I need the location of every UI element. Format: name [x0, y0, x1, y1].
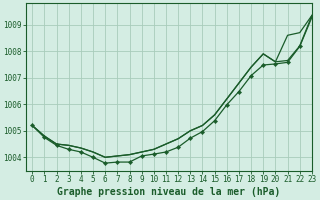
X-axis label: Graphe pression niveau de la mer (hPa): Graphe pression niveau de la mer (hPa)	[57, 186, 281, 197]
